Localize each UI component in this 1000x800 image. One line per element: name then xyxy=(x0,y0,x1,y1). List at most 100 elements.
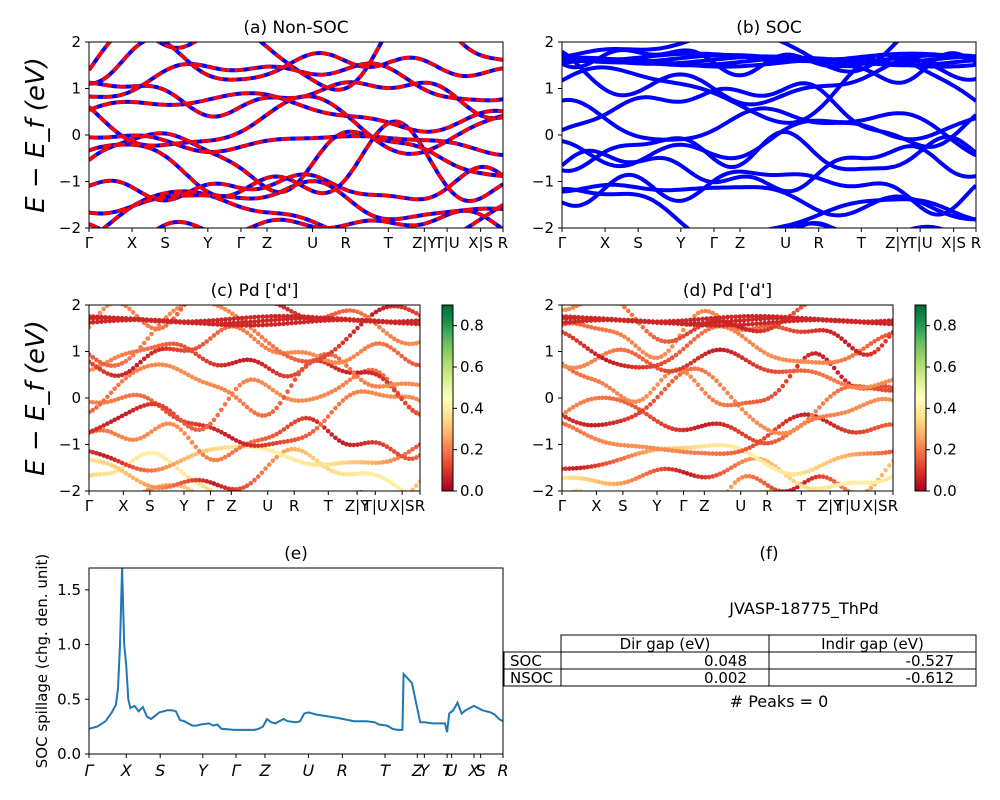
band-point xyxy=(684,331,690,337)
band-point xyxy=(696,317,701,322)
band-point xyxy=(770,320,776,325)
band-point xyxy=(773,355,778,360)
band-point xyxy=(130,366,136,371)
band-point xyxy=(138,453,143,459)
band-point xyxy=(780,421,785,427)
band-point xyxy=(741,317,747,323)
band-point xyxy=(108,430,114,435)
band-point xyxy=(758,478,763,484)
band-point xyxy=(603,440,609,445)
x-tick-label: Γ xyxy=(232,761,242,780)
band-point xyxy=(182,348,187,354)
band-point xyxy=(596,316,602,322)
band-point xyxy=(876,295,881,300)
band-point xyxy=(141,434,147,439)
band-point xyxy=(315,516,320,521)
band-point xyxy=(718,513,723,518)
band-point xyxy=(655,362,660,368)
band-point xyxy=(344,460,349,465)
band-point xyxy=(388,319,394,325)
band-point xyxy=(872,398,877,403)
band-point xyxy=(567,365,572,370)
band-point xyxy=(592,357,598,363)
band-point xyxy=(611,481,616,487)
band-point xyxy=(770,314,776,319)
band-point xyxy=(585,492,590,497)
band-point xyxy=(607,421,613,426)
band-point xyxy=(336,438,342,443)
band-point xyxy=(824,475,830,480)
band-point xyxy=(576,315,581,320)
band-point xyxy=(186,372,191,378)
band-point xyxy=(865,294,870,299)
band-point xyxy=(351,354,357,359)
band-point xyxy=(787,416,793,422)
band-point xyxy=(256,509,261,514)
band-point xyxy=(581,374,587,379)
panel-title: (a) Non-SOC xyxy=(243,18,348,38)
band-point xyxy=(144,318,150,323)
band-point xyxy=(252,328,257,334)
band-point xyxy=(409,318,415,324)
band-point xyxy=(887,334,892,339)
band-point xyxy=(204,284,209,289)
band-point xyxy=(189,440,195,445)
band-point xyxy=(112,469,117,475)
band-point xyxy=(828,292,833,297)
band-point xyxy=(89,359,92,364)
band-point xyxy=(619,522,624,527)
band-point xyxy=(171,308,176,314)
band-point xyxy=(604,511,609,516)
band-point xyxy=(617,318,623,323)
band-point xyxy=(879,423,885,429)
band-point xyxy=(712,320,718,325)
band-point xyxy=(384,393,390,399)
x-tick-label: Γ xyxy=(558,234,567,252)
band-point xyxy=(307,416,313,421)
band-point xyxy=(845,319,850,324)
band-point xyxy=(684,343,690,349)
band-point xyxy=(618,442,624,448)
band-point xyxy=(576,319,581,324)
band-point xyxy=(197,287,202,292)
x-tick-label: X|S xyxy=(941,234,966,252)
band-point xyxy=(600,462,605,467)
band-point xyxy=(779,314,784,320)
band-point xyxy=(695,333,701,339)
band-point xyxy=(633,343,638,348)
band-point xyxy=(285,374,290,379)
band-point xyxy=(630,523,635,528)
band-point xyxy=(300,435,305,440)
band-point xyxy=(101,398,106,404)
band-point xyxy=(684,427,690,433)
band-point xyxy=(876,336,881,342)
band-point xyxy=(644,471,649,477)
band-line-blue xyxy=(562,42,900,74)
band-point xyxy=(732,463,738,468)
band-point xyxy=(828,421,833,426)
band-point xyxy=(314,395,320,401)
y-tick-label: −2 xyxy=(532,482,554,500)
band-point xyxy=(219,305,224,310)
band-point xyxy=(399,454,404,459)
band-point xyxy=(219,445,224,451)
band-point xyxy=(609,317,614,323)
band-point xyxy=(806,359,811,365)
band-point xyxy=(351,459,357,465)
band-point xyxy=(300,349,305,355)
band-point xyxy=(340,440,346,446)
band-point xyxy=(234,529,239,534)
band-point xyxy=(758,321,763,326)
band-point xyxy=(736,477,741,482)
band-point xyxy=(244,483,250,489)
band-point xyxy=(197,427,202,433)
band-point xyxy=(615,515,620,520)
x-tick-label: Z|Y xyxy=(818,497,843,515)
x-tick-label: X xyxy=(591,497,601,515)
band-point xyxy=(766,320,772,326)
band-point xyxy=(337,503,342,508)
band-point xyxy=(138,345,143,350)
band-point xyxy=(344,472,349,477)
x-tick-label: Z xyxy=(262,234,272,252)
band-point xyxy=(592,463,598,469)
